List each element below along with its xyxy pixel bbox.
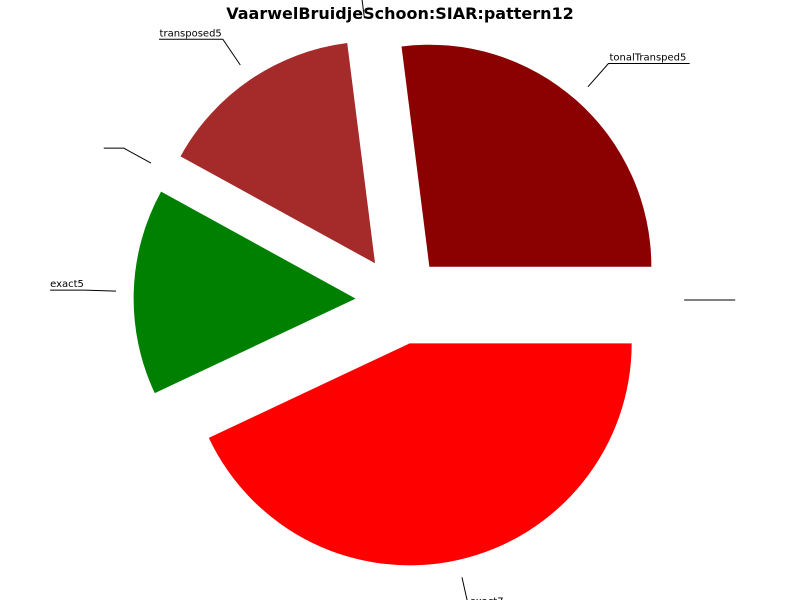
leader-line-1 xyxy=(361,0,365,19)
pie-slice-4 xyxy=(133,191,356,394)
pie-slice-5 xyxy=(208,343,632,566)
slices-layer xyxy=(133,43,652,566)
slice-label-2: transposed5 xyxy=(160,28,222,39)
leader-line-4 xyxy=(50,289,116,292)
slice-label-5: exact7 xyxy=(470,597,504,600)
leader-line-5 xyxy=(461,577,468,600)
leader-line-3 xyxy=(103,147,152,164)
slice-label-4: exact5 xyxy=(50,279,84,290)
slice-label-0: tonalTransped5 xyxy=(609,53,686,64)
leader-line-0 xyxy=(587,63,690,88)
pie-slice-2 xyxy=(180,43,376,264)
leader-line-2 xyxy=(159,38,241,66)
chart-title: VaarwelBruidjeSchoon:SIAR:pattern12 xyxy=(226,4,574,23)
pie-slice-0 xyxy=(401,44,652,267)
labels-layer: tonalTransped5 transposed5 exact5 exact7 xyxy=(50,0,736,600)
